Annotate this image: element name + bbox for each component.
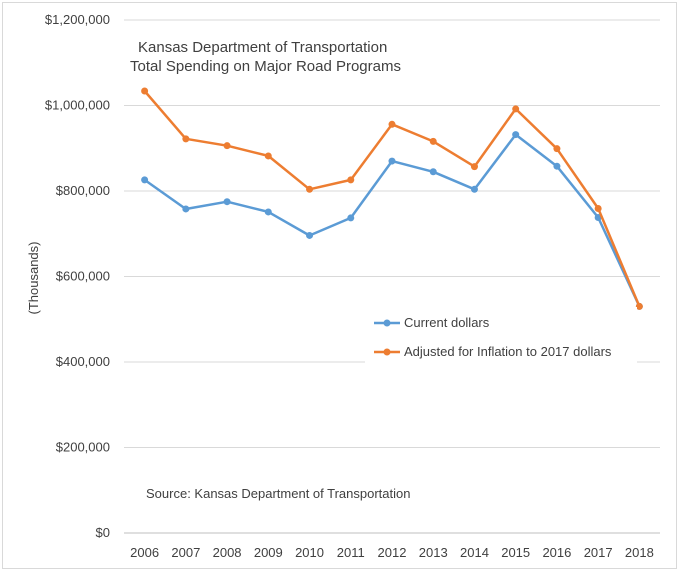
x-tick-label: 2013	[419, 545, 448, 560]
y-tick-label: $200,000	[56, 440, 110, 455]
data-point-current-dollars	[223, 198, 231, 206]
y-tick-label: $0	[96, 525, 110, 540]
data-point-adjusted	[182, 135, 190, 143]
data-point-adjusted	[388, 120, 396, 128]
data-point-current-dollars	[512, 131, 520, 139]
y-tick-label: $1,000,000	[45, 98, 110, 113]
legend-label-current-dollars: Current dollars	[404, 315, 490, 330]
data-point-adjusted	[429, 137, 437, 145]
series-lines	[141, 87, 643, 310]
data-point-adjusted	[594, 205, 602, 213]
data-point-adjusted	[553, 145, 561, 153]
x-tick-label: 2010	[295, 545, 324, 560]
legend: Current dollars Adjusted for Inflation t…	[365, 307, 637, 367]
legend-label-adjusted: Adjusted for Inflation to 2017 dollars	[404, 344, 612, 359]
x-tick-label: 2012	[378, 545, 407, 560]
data-point-adjusted	[306, 185, 314, 193]
y-tick-label: $800,000	[56, 183, 110, 198]
source-annotation: Source: Kansas Department of Transportat…	[146, 486, 410, 501]
data-point-adjusted	[512, 105, 520, 113]
data-point-adjusted	[264, 152, 272, 160]
data-point-current-dollars	[141, 176, 149, 184]
x-tick-label: 2006	[130, 545, 159, 560]
x-tick-label: 2017	[584, 545, 613, 560]
data-point-current-dollars	[553, 162, 561, 170]
data-point-current-dollars	[388, 157, 396, 165]
data-point-current-dollars	[347, 214, 355, 222]
data-point-current-dollars	[470, 185, 478, 193]
x-tick-label: 2011	[337, 545, 365, 560]
gridlines	[124, 19, 660, 534]
chart-title-line-2: Total Spending on Major Road Programs	[130, 58, 401, 75]
x-tick-label: 2007	[171, 545, 200, 560]
data-point-current-dollars	[306, 231, 314, 239]
x-tick-label: 2018	[625, 545, 654, 560]
legend-marker-adjusted	[383, 348, 391, 356]
data-point-current-dollars	[182, 205, 190, 213]
data-point-adjusted	[347, 176, 355, 184]
data-point-current-dollars	[429, 168, 437, 176]
chart-frame	[2, 2, 677, 569]
y-axis-ticks: $0 $200,000 $400,000 $600,000 $800,000 $1,000…	[45, 12, 110, 540]
x-tick-label: 2008	[213, 545, 242, 560]
x-tick-label: 2014	[460, 545, 489, 560]
x-tick-label: 2009	[254, 545, 283, 560]
y-axis-label: (Thousands)	[26, 242, 41, 315]
data-point-adjusted	[141, 87, 149, 95]
data-point-adjusted	[223, 142, 231, 150]
legend-marker-current-dollars	[383, 319, 391, 327]
y-tick-label: $400,000	[56, 354, 110, 369]
data-point-adjusted	[470, 163, 478, 171]
data-point-current-dollars	[264, 208, 272, 216]
y-tick-label: $600,000	[56, 269, 110, 284]
chart-title-line-1: Kansas Department of Transportation	[138, 39, 387, 56]
x-axis-ticks: 2006 2007 2008 2009 2010 2011 2012 2013 2014 2015…	[130, 545, 654, 560]
data-point-adjusted	[635, 302, 643, 310]
x-tick-label: 2015	[501, 545, 530, 560]
legend-background	[365, 307, 637, 367]
x-tick-label: 2016	[542, 545, 571, 560]
y-tick-label: $1,200,000	[45, 12, 110, 27]
